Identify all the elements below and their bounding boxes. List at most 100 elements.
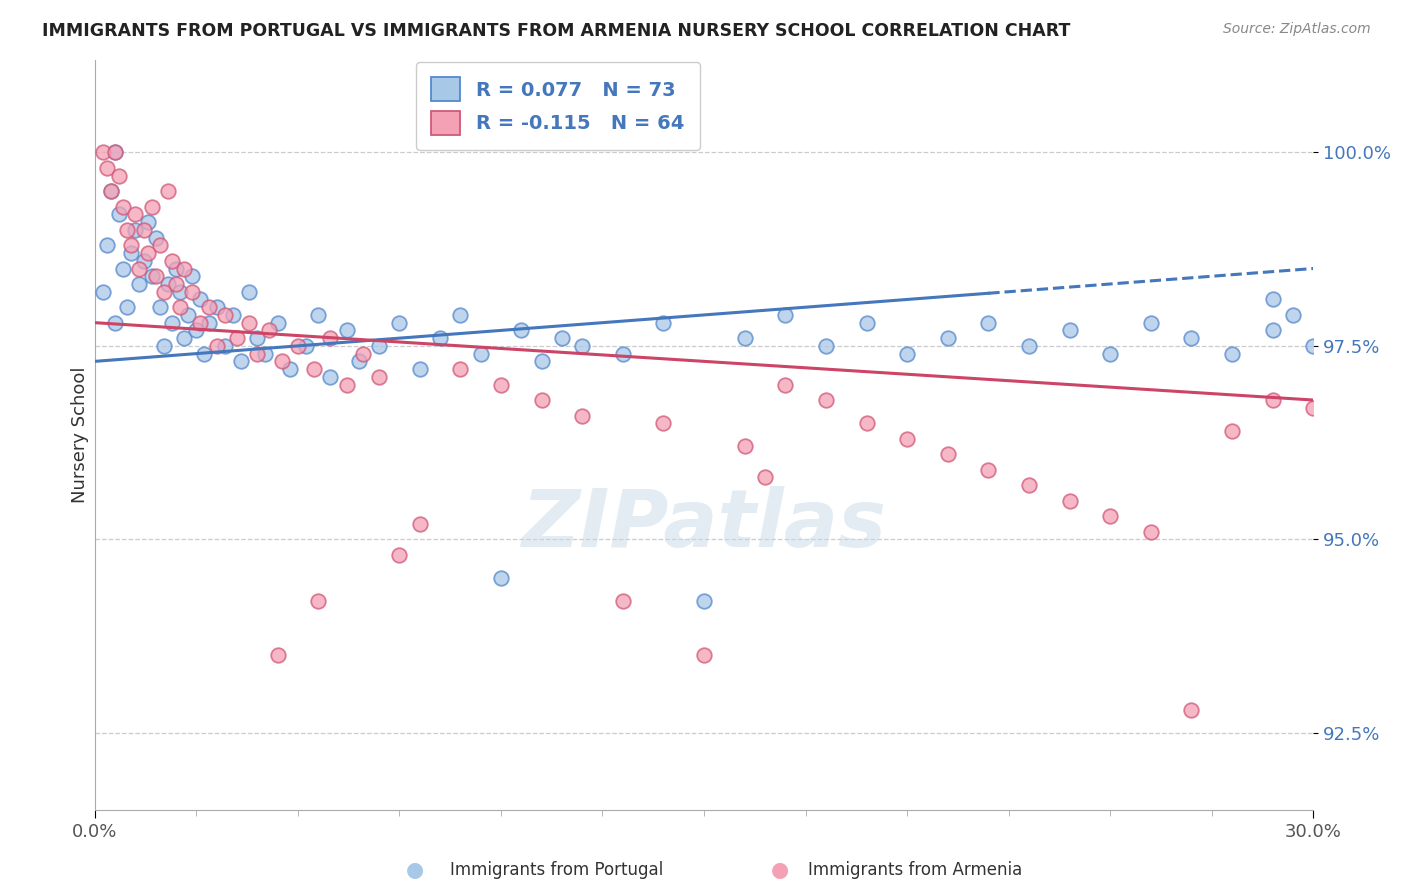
Point <box>190 293 212 307</box>
Point <box>120 246 142 260</box>
Point <box>160 253 183 268</box>
Point <box>855 417 877 431</box>
Point <box>112 200 135 214</box>
Point <box>104 145 127 160</box>
Point <box>855 316 877 330</box>
Point <box>775 377 797 392</box>
Point <box>409 362 432 376</box>
Point <box>197 300 219 314</box>
Point <box>108 169 131 183</box>
Point <box>91 285 114 299</box>
Point <box>489 377 512 392</box>
Text: ●: ● <box>406 860 423 880</box>
Point <box>214 339 236 353</box>
Point <box>1140 524 1163 539</box>
Point <box>156 277 179 291</box>
Point <box>177 308 200 322</box>
Point <box>145 269 167 284</box>
Point <box>259 323 281 337</box>
Point <box>530 392 553 407</box>
Point <box>153 339 176 353</box>
Point <box>302 362 325 376</box>
Point <box>409 516 432 531</box>
Point <box>775 308 797 322</box>
Point <box>117 223 139 237</box>
Point <box>190 316 212 330</box>
Point <box>100 184 122 198</box>
Point <box>278 362 301 376</box>
Point <box>193 346 215 360</box>
Text: Immigrants from Armenia: Immigrants from Armenia <box>808 861 1022 879</box>
Point <box>181 269 204 284</box>
Point <box>1059 493 1081 508</box>
Point <box>571 339 593 353</box>
Point <box>1099 346 1122 360</box>
Point <box>1261 323 1284 337</box>
Point <box>197 316 219 330</box>
Point <box>117 300 139 314</box>
Point <box>108 207 131 221</box>
Point <box>145 230 167 244</box>
Point <box>936 447 959 461</box>
Point <box>136 215 159 229</box>
Point <box>896 346 918 360</box>
Point <box>977 463 1000 477</box>
Point <box>266 316 288 330</box>
Text: Immigrants from Portugal: Immigrants from Portugal <box>450 861 664 879</box>
Point <box>1018 478 1040 492</box>
Point <box>307 594 329 608</box>
Point <box>319 369 342 384</box>
Point <box>128 261 150 276</box>
Point <box>1059 323 1081 337</box>
Point <box>120 238 142 252</box>
Point <box>510 323 533 337</box>
Point <box>112 261 135 276</box>
Y-axis label: Nursery School: Nursery School <box>72 367 89 503</box>
Point <box>141 269 163 284</box>
Point <box>96 161 118 175</box>
Point <box>141 200 163 214</box>
Point <box>612 594 634 608</box>
Text: IMMIGRANTS FROM PORTUGAL VS IMMIGRANTS FROM ARMENIA NURSERY SCHOOL CORRELATION C: IMMIGRANTS FROM PORTUGAL VS IMMIGRANTS F… <box>42 22 1070 40</box>
Point <box>132 253 155 268</box>
Point <box>896 432 918 446</box>
Point <box>238 285 260 299</box>
Point <box>814 392 837 407</box>
Point <box>1261 293 1284 307</box>
Point <box>181 285 204 299</box>
Point <box>977 316 1000 330</box>
Legend: R = 0.077   N = 73, R = -0.115   N = 64: R = 0.077 N = 73, R = -0.115 N = 64 <box>416 62 700 150</box>
Point <box>214 308 236 322</box>
Point <box>124 207 146 221</box>
Point <box>246 346 269 360</box>
Point <box>429 331 451 345</box>
Point <box>246 331 269 345</box>
Point <box>530 354 553 368</box>
Point <box>222 308 245 322</box>
Point <box>754 470 776 484</box>
Point <box>652 417 675 431</box>
Point <box>173 331 195 345</box>
Point <box>156 184 179 198</box>
Text: Source: ZipAtlas.com: Source: ZipAtlas.com <box>1223 22 1371 37</box>
Point <box>307 308 329 322</box>
Point <box>136 246 159 260</box>
Point <box>388 316 411 330</box>
Point <box>368 339 391 353</box>
Point <box>132 223 155 237</box>
Point <box>266 648 288 663</box>
Point <box>100 184 122 198</box>
Text: ●: ● <box>772 860 789 880</box>
Point <box>1140 316 1163 330</box>
Point <box>160 316 183 330</box>
Point <box>295 339 318 353</box>
Point <box>551 331 574 345</box>
Point <box>169 300 191 314</box>
Point <box>153 285 176 299</box>
Point <box>91 145 114 160</box>
Point <box>612 346 634 360</box>
Point <box>104 145 127 160</box>
Point <box>270 354 292 368</box>
Point <box>1302 401 1324 415</box>
Point <box>229 354 252 368</box>
